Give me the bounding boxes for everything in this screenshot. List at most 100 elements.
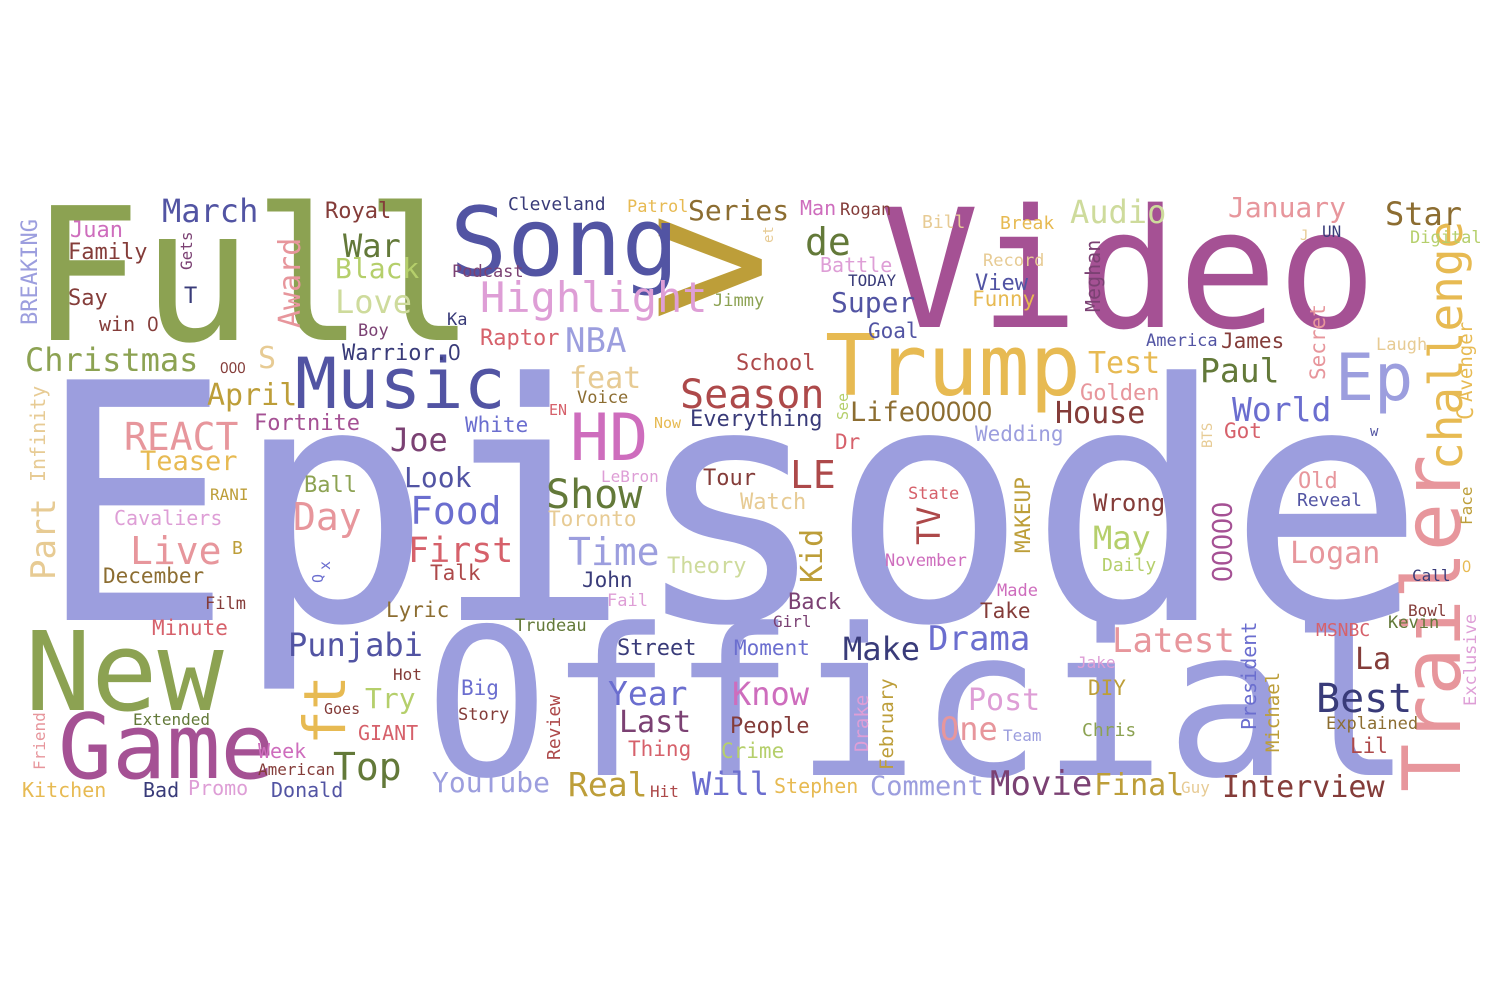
word-know-31: Know (732, 675, 810, 713)
word-infinity-136: Infinity (26, 386, 50, 482)
word-war-53: War (343, 227, 401, 265)
word-guy-195: Guy (1181, 778, 1210, 797)
word-cavaliers-145: Cavaliers (114, 506, 222, 530)
word-fortnite-135: Fortnite (254, 411, 360, 436)
word-joe-48: Joe (390, 421, 448, 459)
word-today-89: TODAY (848, 271, 897, 290)
word-avenger-98: Avenger (1455, 322, 1477, 402)
word-trudeau-161: Trudeau (515, 616, 587, 636)
word-la-69: La (1355, 642, 1391, 677)
word-everything-130: Everything (690, 407, 822, 432)
word-le-47: LE (790, 453, 836, 497)
word-s-71: S (258, 341, 276, 376)
word-february-174: February (876, 678, 898, 770)
word-lyric-160: Lyric (386, 598, 449, 622)
word-diy-168: DIY (1088, 676, 1126, 700)
word-highlight-13: Highlight (480, 273, 708, 322)
word-live-25: Live (130, 529, 222, 573)
word-kitchen-189: Kitchen (22, 778, 106, 802)
word-battle-88: Battle (820, 253, 892, 277)
word-fail-155: Fail (607, 591, 648, 611)
word-juan-74: Juan (70, 218, 123, 243)
word-glyph-112: ᱐᱐᱐᱐᱐ (1206, 502, 1239, 582)
word-award-58: Award (273, 238, 308, 328)
word-de-37: de (805, 220, 851, 264)
word-wedding-133: Wedding (975, 422, 1064, 446)
word-november-147: November (885, 551, 967, 571)
word-challenge-14: challenge (1419, 221, 1473, 470)
word-ft-16: ft (291, 675, 359, 745)
word-big-178: Big (461, 676, 499, 700)
word-stephen-194: Stephen (774, 774, 858, 798)
word-week-181: Week (258, 739, 306, 763)
word-makeup-144: MAKEUP (1011, 477, 1035, 553)
word-film-154: Film (205, 594, 246, 614)
word-et-196: et (761, 226, 777, 243)
word-donald-192: Donald (271, 778, 343, 802)
word-raptor-122: Raptor (480, 326, 559, 351)
word-paul-41: Paul (1200, 351, 1279, 390)
word-try-183: Try (365, 682, 416, 715)
word-star-39: Star (1385, 195, 1462, 233)
word-ka-120: Ka (447, 310, 467, 330)
word-see-131: See (834, 393, 852, 420)
word-jake-165: Jake (1077, 653, 1116, 672)
word-wrong-110: Wrong (1093, 489, 1165, 517)
word-dr-132: Dr (835, 430, 860, 454)
word-watch-141: Watch (740, 490, 806, 515)
word-tv-61: TV (910, 506, 948, 545)
word-one-66: One (940, 710, 998, 748)
word-movie-33: Movie (990, 764, 1092, 804)
word-call-113: Call (1412, 566, 1451, 585)
word-record-87: Record (983, 251, 1044, 271)
word-crime-176: Crime (721, 739, 784, 763)
word-glyph-114: ᱐ (1462, 557, 1471, 576)
word-now-129: Now (654, 414, 682, 432)
word-laugh-97: Laugh (1376, 335, 1427, 355)
word-w-104: w (1370, 424, 1379, 440)
word-q-153: Q (309, 574, 327, 583)
word-will-62: Will (692, 765, 769, 803)
word-bts-105: BTS (1200, 423, 1216, 448)
word-super-56: Super (831, 286, 915, 319)
word-punjabi-29: Punjabi (288, 626, 423, 664)
word-december-151: December (103, 564, 204, 588)
word-trailer-10: Trailer (1386, 455, 1479, 792)
word-season-15: Season (680, 372, 825, 418)
word-t-76: T (184, 284, 197, 309)
word-en-128: EN (549, 401, 567, 419)
word-make-32: Make (843, 630, 920, 668)
word-win-77: win ᱐ (99, 312, 159, 336)
word-episode-0: Episode (35, 314, 1426, 698)
word-michael-167: Michael (1262, 672, 1284, 752)
word-breaking-78: BREAKING (18, 219, 43, 325)
word-day-23: Day (293, 495, 362, 539)
word-break-86: Break (1000, 213, 1054, 234)
word-family-73: Family (68, 240, 147, 265)
word-funny-91: Funny (972, 287, 1035, 311)
word-rani-138: RANI (210, 485, 249, 504)
word-interview-35: Interview (1222, 770, 1385, 805)
word-school-126: School (736, 351, 815, 376)
word-jimmy-125: Jimmy (713, 291, 764, 311)
word-x-152: x (316, 561, 334, 570)
word-drake-173: Drake (851, 695, 873, 752)
word-bad-190: Bad (143, 778, 179, 802)
word-hd-12: HD (570, 401, 648, 476)
word-c-106: C (1454, 407, 1479, 420)
word-christmas-27: Christmas (25, 341, 198, 379)
word-america-99: America (1146, 331, 1218, 351)
word-first-24: First (408, 531, 513, 571)
word-test-43: Test (1088, 346, 1160, 381)
word-msnbc-117: MSNBC (1316, 620, 1370, 641)
word-drama-21: Drama (928, 619, 1030, 659)
word-say-75: Say (68, 286, 108, 311)
word-best-17: Best (1316, 676, 1412, 722)
word-goes-186: Goes (324, 700, 360, 718)
word-glyph-4: > (650, 145, 770, 378)
word-toronto-142: Toronto (548, 507, 637, 531)
word-new-5: New (25, 608, 224, 736)
word-exclusive-118: Exclusive (1461, 614, 1481, 706)
word-theory-148: Theory (667, 554, 746, 579)
word-face-109: Face (1457, 486, 1476, 525)
